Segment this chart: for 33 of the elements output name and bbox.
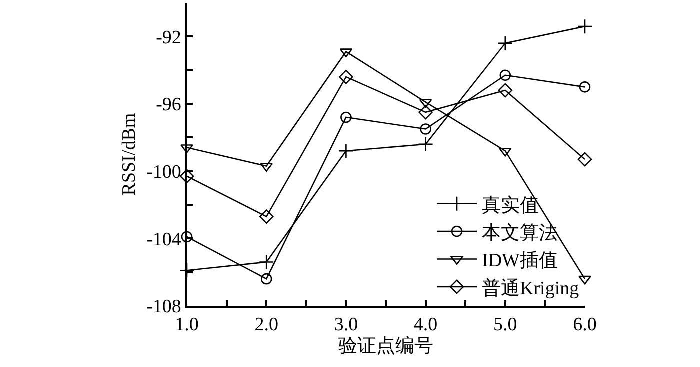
- point: [498, 83, 513, 98]
- point: [577, 18, 593, 34]
- point: [340, 112, 352, 124]
- legend-label: IDW插值: [482, 250, 558, 272]
- legend-label: 普通Kriging: [482, 277, 580, 300]
- point: [500, 70, 512, 82]
- x-tick-label: 3.0: [334, 314, 358, 336]
- point: [418, 105, 433, 120]
- point: [498, 36, 514, 52]
- point: [578, 276, 592, 285]
- point: [338, 143, 354, 159]
- x-tick-label: 6.0: [573, 314, 597, 336]
- y-tick-label: -100: [146, 162, 182, 183]
- y-tick-label: -92: [156, 27, 182, 48]
- y-tick-label: -96: [156, 94, 182, 116]
- legend-label: 真实值: [482, 194, 539, 216]
- x-axis-title: 验证点编号: [338, 336, 434, 357]
- point: [339, 70, 354, 84]
- point: [259, 210, 274, 224]
- y-axis-title: RSSI/dBm: [118, 113, 140, 196]
- legend-label: 本文算法: [482, 222, 558, 244]
- point: [260, 273, 272, 285]
- point: [418, 136, 434, 152]
- point: [420, 124, 432, 135]
- x-tick-label: 4.0: [414, 314, 438, 336]
- point: [498, 148, 512, 157]
- point: [579, 82, 591, 93]
- point: [258, 254, 274, 270]
- point: [578, 152, 592, 167]
- y-tick-label: -104: [146, 229, 182, 250]
- x-tick-label: 5.0: [494, 314, 518, 336]
- x-tick-label: 2.0: [254, 314, 278, 336]
- point: [180, 169, 194, 184]
